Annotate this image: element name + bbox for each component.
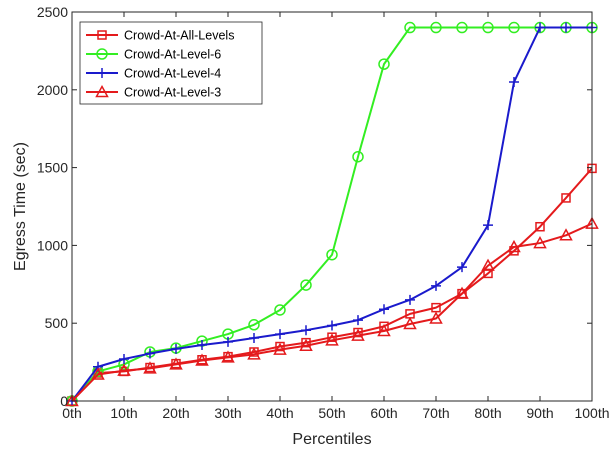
data-point-triangle (143, 361, 157, 374)
x-tick-label: 50th (318, 405, 345, 421)
data-point-plus (197, 339, 207, 350)
legend-label: Crowd-At-Level-4 (124, 67, 221, 81)
legend-entry: Crowd-At-Level-4 (86, 67, 221, 81)
data-point-circle (248, 319, 260, 331)
data-point-circle (378, 58, 390, 70)
legend-entry: Crowd-At-Level-3 (86, 84, 221, 100)
data-point-circle (482, 21, 494, 34)
data-point-plus (275, 329, 285, 340)
data-point-triangle (377, 323, 391, 337)
data-point-plus (405, 294, 415, 305)
data-point-triangle (559, 228, 573, 241)
data-point-plus (145, 348, 155, 359)
data-point-plus (353, 315, 363, 326)
data-point-circle (96, 48, 108, 60)
y-tick-label: 1500 (37, 160, 68, 176)
data-point-square (97, 30, 107, 40)
data-point-triangle (507, 239, 521, 253)
data-point-square (561, 193, 571, 203)
legend: Crowd-At-All-Levels Crowd-At-Level-6 Crowd… (79, 21, 263, 105)
data-point-plus (119, 353, 129, 364)
x-tick-label: 20th (162, 405, 189, 421)
data-point-plus (171, 343, 181, 354)
data-point-triangle (481, 258, 495, 271)
x-tick-label: 80th (474, 405, 501, 421)
data-point-plus (535, 22, 545, 33)
data-point-triangle (403, 316, 417, 330)
data-point-triangle (351, 328, 365, 341)
series-line (71, 167, 593, 402)
data-point-plus (379, 304, 389, 315)
data-point-plus (327, 320, 337, 331)
x-tick-label: 0th (62, 405, 81, 421)
data-point-triangle (455, 286, 469, 299)
data-point-circle (456, 21, 468, 34)
series-crowd-at-level-3 (65, 216, 599, 407)
data-point-triangle (91, 367, 105, 380)
data-point-triangle (117, 363, 131, 376)
series-line (71, 222, 593, 402)
data-point-triangle (299, 338, 313, 352)
data-point-triangle (533, 236, 547, 249)
data-point-triangle (221, 350, 235, 363)
data-point-triangle (195, 353, 209, 366)
data-point-plus (509, 77, 519, 88)
legend-label: Crowd-At-Level-6 (124, 48, 221, 62)
data-point-triangle (247, 347, 261, 360)
data-point-plus (483, 220, 493, 231)
x-tick-label: 100th (574, 405, 609, 421)
data-point-circle (430, 21, 442, 34)
data-point-triangle (95, 84, 109, 98)
axis-ticks: 0th 10th 20th 30th 40th 50th 60th 70th 80th 90th 1… (37, 4, 610, 421)
x-tick-label: 10th (110, 405, 137, 421)
data-point-plus (249, 332, 259, 343)
legend-label: Crowd-At-All-Levels (124, 29, 234, 43)
legend-entry: Crowd-At-Level-6 (86, 48, 221, 62)
legend-entry: Crowd-At-All-Levels (86, 29, 234, 43)
data-point-circle (352, 150, 364, 163)
data-point-plus (431, 280, 441, 291)
data-point-triangle (169, 357, 183, 370)
data-point-triangle (325, 333, 339, 346)
data-point-circle (326, 248, 338, 261)
data-point-plus (301, 325, 311, 336)
y-tick-label: 2500 (37, 4, 68, 20)
data-point-circle (404, 21, 416, 34)
data-point-plus (561, 22, 571, 33)
data-point-circle (508, 21, 520, 34)
x-tick-label: 40th (266, 405, 293, 421)
x-axis-title: Percentiles (292, 431, 371, 448)
data-point-circle (274, 304, 286, 316)
series-line (71, 26, 592, 402)
x-tick-label: 30th (214, 405, 241, 421)
data-point-square (535, 221, 545, 232)
data-point-triangle (429, 311, 443, 324)
y-tick-label: 500 (45, 315, 69, 331)
y-tick-label: 2000 (37, 82, 68, 98)
y-axis-title: Egress Time (sec) (12, 142, 29, 271)
y-tick-label: 0 (60, 393, 68, 409)
data-point-triangle (273, 342, 287, 355)
plot-data-layer (65, 21, 599, 407)
data-point-plus (223, 336, 233, 347)
y-tick-label: 1000 (37, 237, 68, 253)
data-point-circle (300, 279, 312, 291)
x-tick-label: 90th (526, 405, 553, 421)
x-tick-label: 60th (370, 405, 397, 421)
x-tick-label: 70th (422, 405, 449, 421)
legend-label: Crowd-At-Level-3 (124, 86, 221, 100)
data-point-plus (97, 68, 107, 78)
data-point-plus (457, 262, 467, 273)
